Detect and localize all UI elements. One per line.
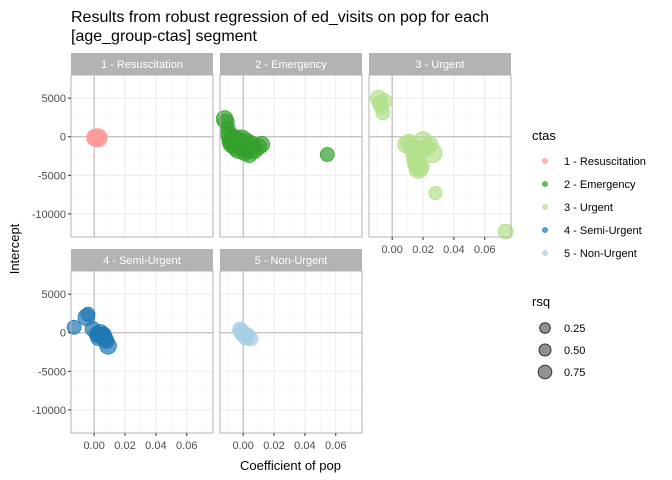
data-point: [376, 93, 393, 110]
data-point: [428, 185, 443, 200]
y-tick-label: 5000: [42, 93, 66, 105]
facet-strip-label: 1 - Resuscitation: [101, 59, 183, 71]
data-point: [497, 223, 514, 240]
facet-panels: 1 - Resuscitation 5000 0 -5000 -10000 2 - Eme…: [32, 53, 514, 452]
x-tick-label: 0.02: [114, 440, 135, 452]
color-legend-key: [542, 227, 548, 233]
data-point: [253, 135, 271, 153]
size-legend-key: [538, 343, 552, 357]
data-point: [90, 129, 107, 146]
legend: ctas 1 - Resuscitation 2 - Emergency 3 - U…: [532, 128, 646, 380]
color-legend-key: [542, 158, 548, 164]
panel-border: [70, 270, 214, 434]
data-point: [66, 319, 82, 335]
y-tick-label: -10000: [32, 405, 66, 417]
color-legend-label: 4 - Semi-Urgent: [564, 225, 642, 237]
facet-panel: 2 - Emergency: [215, 53, 363, 238]
x-tick-label: 0.04: [443, 244, 464, 256]
panel-border: [70, 74, 214, 238]
facet-strip-label: 4 - Semi-Urgent: [103, 255, 181, 267]
x-tick-label: 0.04: [294, 440, 315, 452]
facet-strip: [220, 249, 362, 271]
chart-title: Results from robust regression of ed_vis…: [71, 9, 489, 26]
panel-border: [368, 74, 512, 238]
facet-strip: [71, 53, 213, 75]
x-tick-label: 0.06: [176, 440, 197, 452]
facet-strip: [220, 53, 362, 75]
color-legend-key: [542, 204, 548, 210]
x-tick-label: 0.00: [83, 440, 104, 452]
size-legend-label: 0.50: [564, 345, 585, 357]
facet-panel: 3 - Urgent 0.00 0.02 0.04 0.06: [368, 53, 514, 256]
data-point: [319, 147, 335, 162]
x-axis-title: Coefficient of pop: [240, 458, 341, 473]
panel-border: [219, 74, 363, 238]
x-tick-label: 0.06: [325, 440, 346, 452]
data-point: [80, 306, 96, 322]
y-tick-label: -10000: [32, 209, 66, 221]
x-tick-label: 0.04: [145, 440, 166, 452]
size-legend-entries: 0.25 0.50 0.75: [537, 322, 585, 380]
y-tick-label: 0: [60, 328, 66, 340]
size-legend-key: [539, 322, 551, 334]
x-tick-label: 0.00: [232, 440, 253, 452]
size-legend-title: rsq: [532, 294, 550, 309]
color-legend-key: [542, 250, 548, 256]
size-legend-label: 0.75: [564, 367, 585, 379]
size-legend-label: 0.25: [564, 323, 585, 335]
color-legend-title: ctas: [532, 128, 556, 143]
data-point: [99, 336, 117, 355]
color-legend-label: 5 - Non-Urgent: [564, 248, 637, 260]
x-tick-label: 0.02: [412, 244, 433, 256]
size-legend-key: [537, 364, 553, 380]
color-legend-label: 2 - Emergency: [564, 179, 636, 191]
facet-panel: 1 - Resuscitation 5000 0 -5000 -10000: [32, 53, 214, 238]
panel-border: [219, 270, 363, 434]
y-tick-label: -5000: [38, 366, 66, 378]
facet-strip-label: 2 - Emergency: [255, 59, 327, 71]
color-legend-entries: 1 - Resuscitation 2 - Emergency 3 - Urgent…: [542, 156, 646, 260]
color-legend-key: [542, 181, 548, 187]
x-tick-label: 0.06: [474, 244, 495, 256]
y-tick-label: 0: [60, 132, 66, 144]
facet-panel: 5 - Non-Urgent 0.00 0.02 0.04 0.06: [219, 249, 363, 452]
x-tick-label: 0.00: [381, 244, 402, 256]
facet-strip: [369, 53, 511, 75]
facet-strip: [71, 249, 213, 271]
color-legend-label: 1 - Resuscitation: [564, 156, 646, 168]
color-legend-label: 3 - Urgent: [564, 202, 613, 214]
x-tick-label: 0.02: [263, 440, 284, 452]
y-tick-label: -5000: [38, 170, 66, 182]
data-point: [422, 142, 443, 164]
y-tick-label: 5000: [42, 289, 66, 301]
facet-strip-label: 5 - Non-Urgent: [255, 255, 328, 267]
data-point: [243, 331, 259, 347]
y-axis-title: Intercept: [7, 223, 22, 274]
facet-strip-label: 3 - Urgent: [416, 59, 465, 71]
chart-subtitle: [age_group-ctas] segment: [71, 28, 257, 45]
facet-panel: 4 - Semi-Urgent 5000 0 -5000 -10000 0.00 0.02 0…: [32, 249, 214, 452]
